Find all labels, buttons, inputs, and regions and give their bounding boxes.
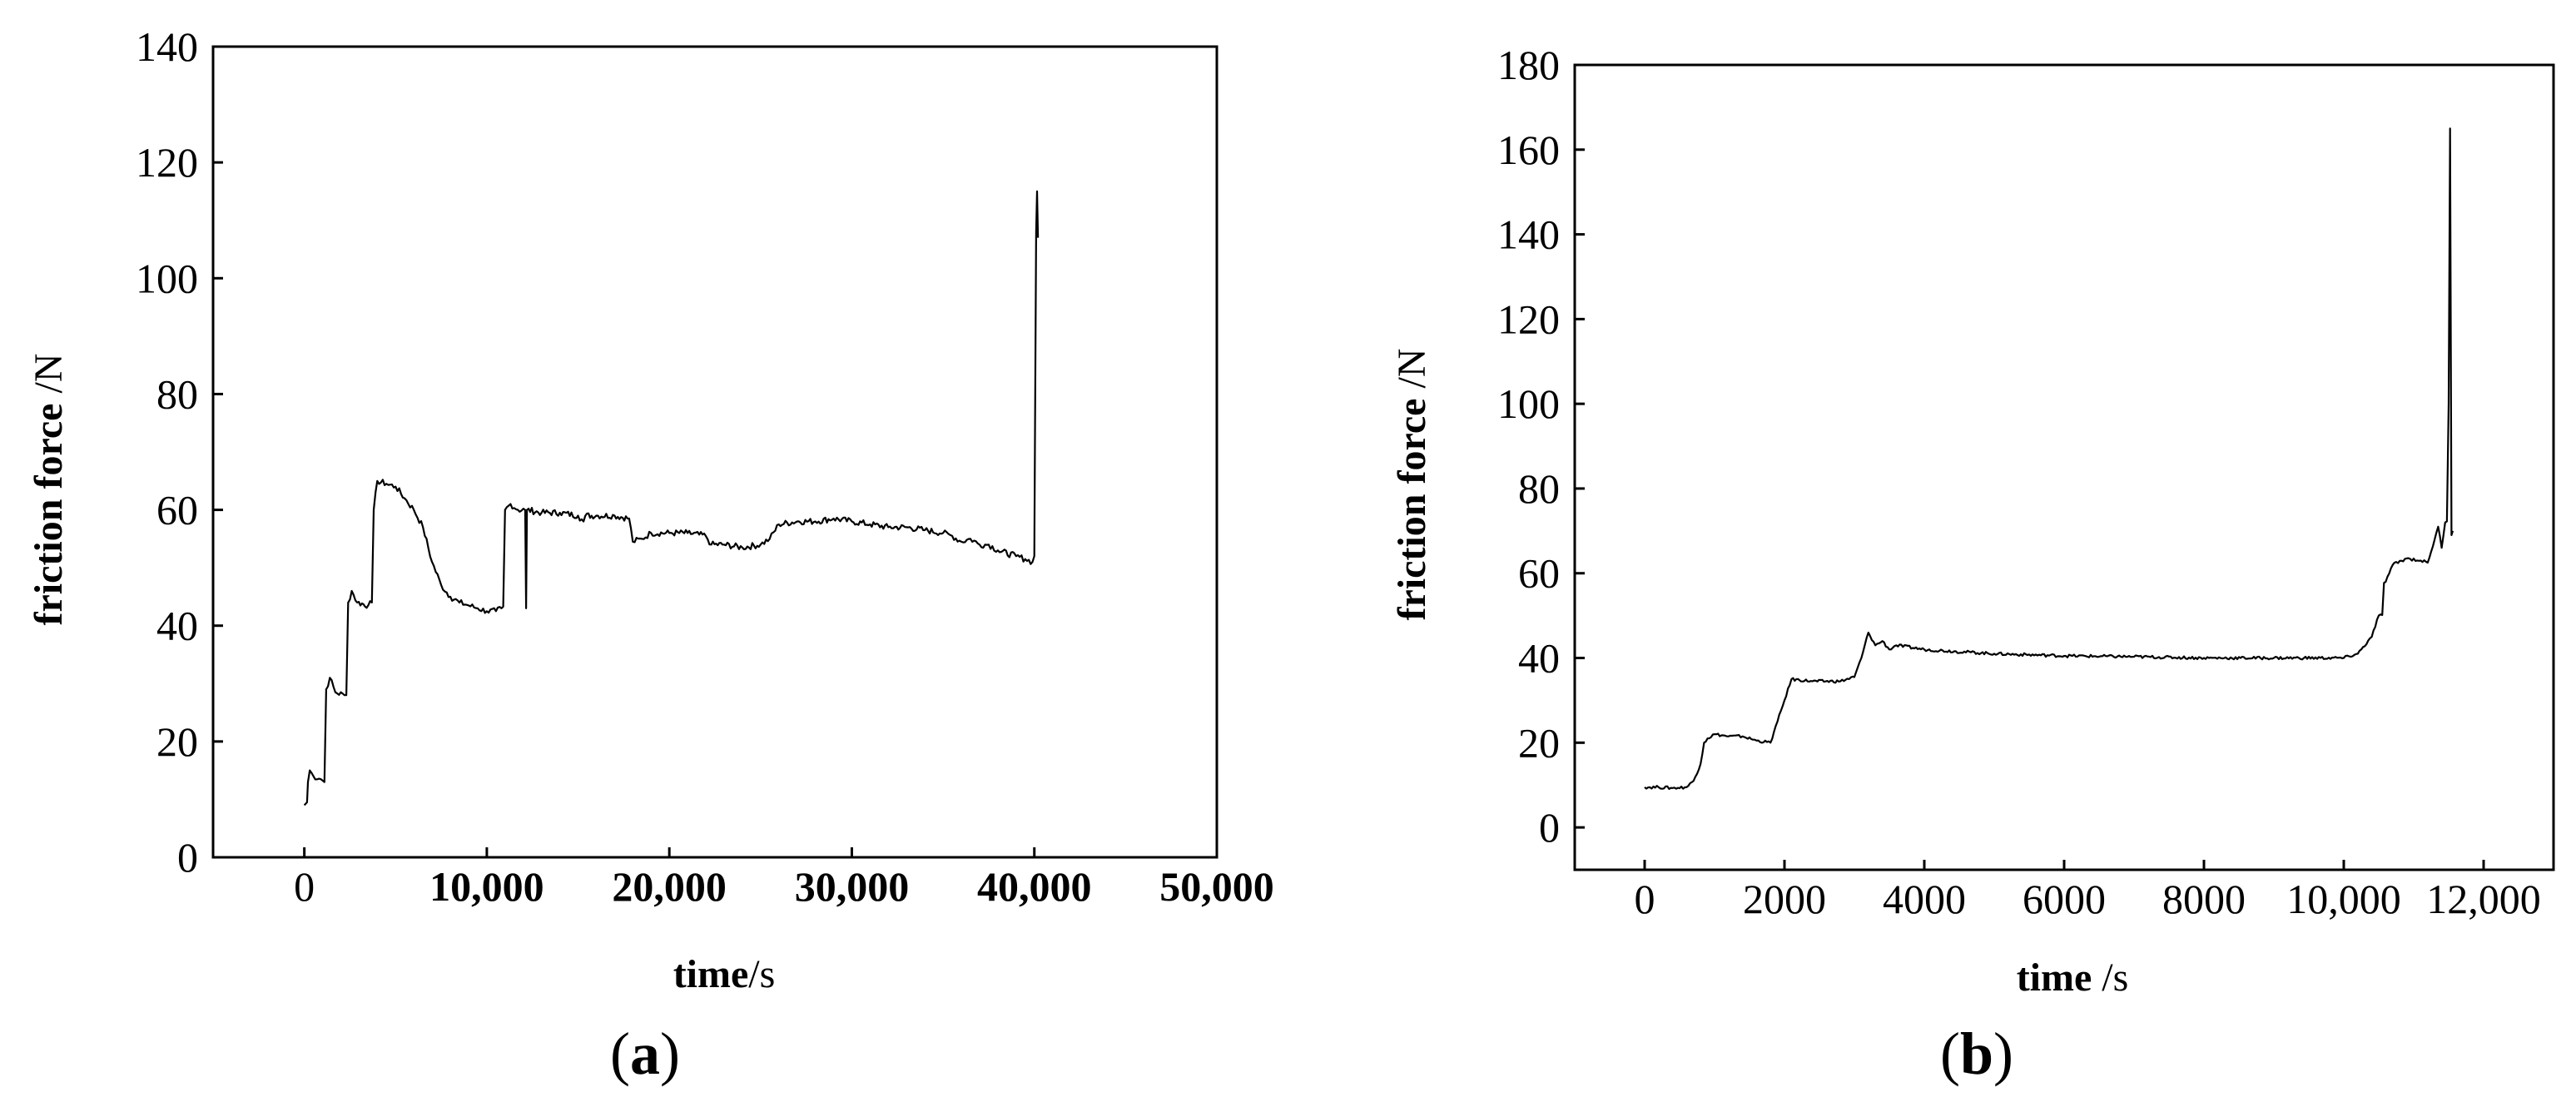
y-tick-label-b-0: 0: [1539, 804, 1560, 851]
x-axis-title-a-unit: /s: [748, 952, 775, 996]
y-tick-label-a-7: 140: [136, 23, 198, 70]
y-axis-title-b-name: friction force: [1390, 399, 1434, 621]
y-tick-label-b-8: 160: [1497, 127, 1560, 173]
chart-panel-b: 0 2000 4000 6000 8000 10,000 12,000 0 20 40 60 80 10…: [1390, 42, 2555, 1087]
x-tick-label-b-0: 0: [1635, 876, 1655, 922]
y-tick-label-a-5: 100: [136, 255, 198, 301]
series-line-b-0: [1644, 127, 2454, 790]
y-axis-title-a-name: friction force: [27, 404, 71, 626]
y-tick-label-a-3: 60: [156, 487, 198, 534]
plot-area-a: 0 10,000 20,000 30,000 40,000 50,000 0 20 40 60 80…: [136, 23, 1274, 910]
x-tick-label-b-2: 4000: [1883, 876, 1966, 922]
y-axis-title-a-unit: /N: [27, 354, 71, 404]
plot-area-b: 0 2000 4000 6000 8000 10,000 12,000 0 20 40 60 80 10…: [1497, 42, 2555, 922]
y-tick-label-a-6: 120: [136, 139, 198, 186]
x-axis-title-a-name: time: [673, 952, 749, 996]
panel-label-b: (b): [1940, 1020, 2013, 1087]
y-axis-title-b: friction force /N: [1390, 349, 1434, 621]
y-tick-label-a-1: 20: [156, 718, 198, 765]
x-axis-title-a: time/s: [673, 952, 776, 996]
x-tick-label-b-4: 8000: [2162, 876, 2246, 922]
panel-label-a-letter: a: [630, 1020, 660, 1087]
x-tick-label-a-3: 30,000: [795, 863, 910, 910]
y-axis-title-a: friction force /N: [27, 354, 71, 626]
panel-label-a-open: (: [610, 1020, 630, 1087]
chart-panel-a: 0 10,000 20,000 30,000 40,000 50,000 0 20 40 60 80…: [27, 23, 1274, 1087]
x-tick-label-b-3: 6000: [2023, 876, 2106, 922]
y-axis-title-b-unit: /N: [1390, 349, 1434, 399]
x-tick-label-a-0: 0: [294, 863, 315, 910]
panel-label-a: (a): [610, 1020, 680, 1087]
x-tick-label-a-5: 50,000: [1159, 863, 1274, 910]
y-tick-label-a-4: 80: [156, 370, 198, 417]
x-tick-label-a-1: 10,000: [429, 863, 544, 910]
y-tick-label-a-0: 0: [177, 834, 198, 881]
plot-frame-a: [211, 45, 1219, 859]
x-axis-title-b: time /s: [2017, 956, 2129, 1000]
x-tick-label-a-4: 40,000: [977, 863, 1092, 910]
x-tick-label-b-5: 10,000: [2286, 876, 2401, 922]
y-tick-label-b-2: 40: [1518, 635, 1560, 682]
x-tick-label-b-6: 12,000: [2426, 876, 2541, 922]
panel-label-b-close: ): [1993, 1020, 2013, 1087]
panel-label-b-letter: b: [1960, 1020, 1993, 1087]
panel-label-a-close: ): [660, 1020, 680, 1087]
y-tick-label-b-9: 180: [1497, 42, 1560, 88]
y-tick-label-b-6: 120: [1497, 295, 1560, 342]
y-tick-label-b-7: 140: [1497, 211, 1560, 258]
y-tick-label-a-2: 40: [156, 603, 198, 649]
x-tick-label-b-1: 2000: [1743, 876, 1826, 922]
panel-label-b-open: (: [1940, 1020, 1960, 1087]
y-tick-label-b-3: 60: [1518, 550, 1560, 597]
series-line-a-0: [303, 190, 1040, 807]
y-tick-label-b-4: 80: [1518, 465, 1560, 512]
x-tick-label-a-2: 20,000: [612, 863, 727, 910]
y-tick-label-b-5: 100: [1497, 380, 1560, 427]
y-tick-label-b-1: 20: [1518, 719, 1560, 766]
x-axis-title-b-name: time: [2017, 956, 2092, 1000]
x-axis-title-b-unit: /s: [2092, 956, 2128, 1000]
